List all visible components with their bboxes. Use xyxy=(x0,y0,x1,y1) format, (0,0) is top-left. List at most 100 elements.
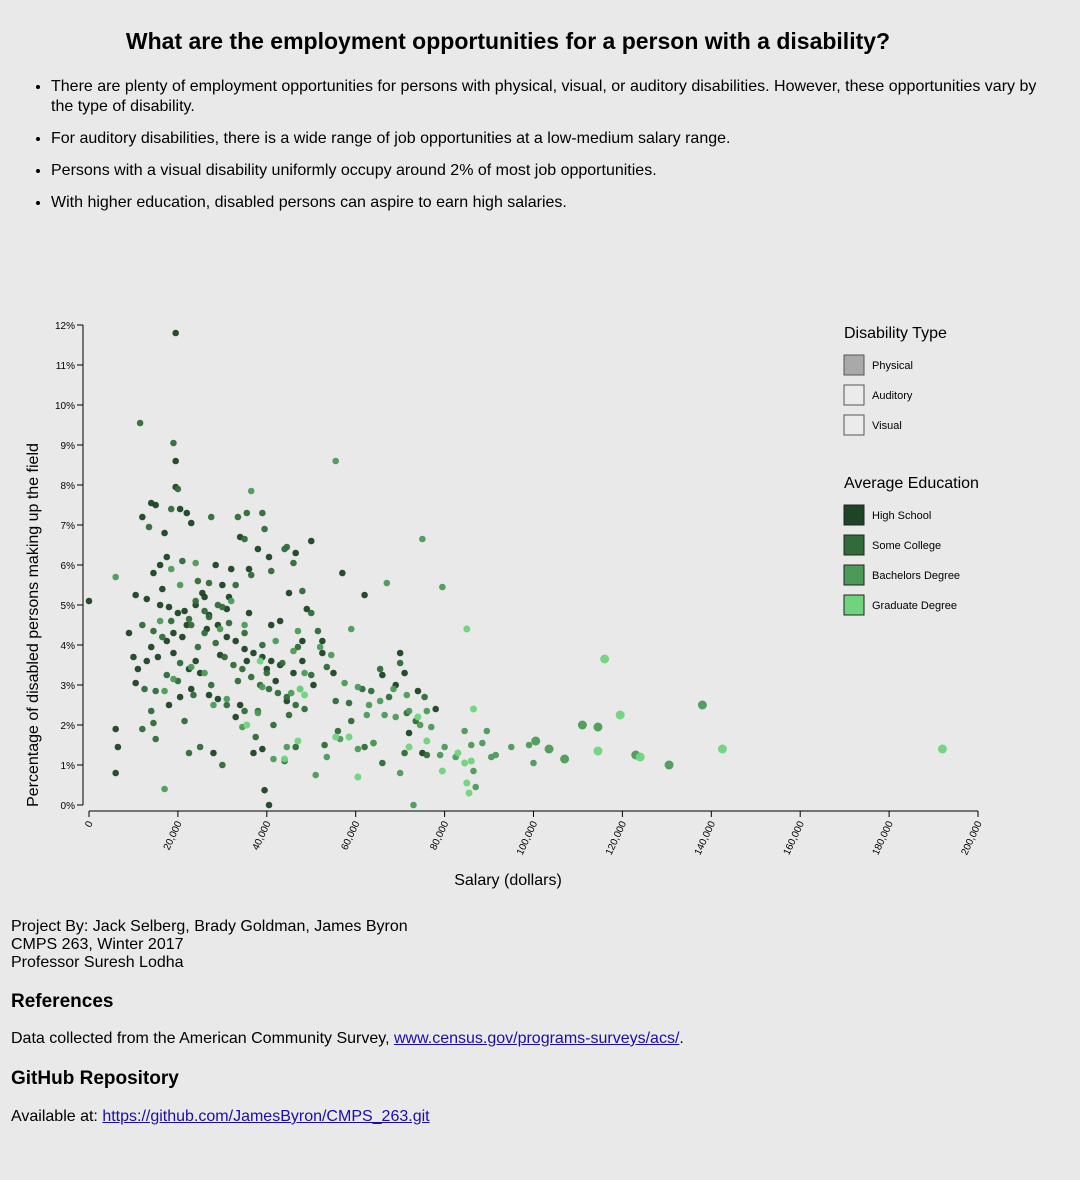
data-point xyxy=(161,687,168,695)
data-point xyxy=(161,529,168,537)
data-point xyxy=(376,697,384,705)
data-point xyxy=(436,751,444,759)
data-point xyxy=(403,691,411,699)
data-point xyxy=(635,752,645,762)
legend-title-education: Average Education xyxy=(844,475,979,492)
x-tick-label: 40,000 xyxy=(251,819,274,852)
data-point xyxy=(301,705,308,713)
github-link[interactable]: https://github.com/JamesByron/CMPS_263.g… xyxy=(102,1108,430,1125)
summary-item: Persons with a visual disability uniform… xyxy=(51,161,1041,181)
data-point xyxy=(279,659,286,667)
data-point xyxy=(152,735,159,743)
legend-label: High School xyxy=(872,510,931,522)
data-point xyxy=(294,737,302,745)
data-point xyxy=(165,603,173,611)
data-point xyxy=(461,727,468,735)
data-point xyxy=(370,739,377,747)
data-point xyxy=(469,705,477,713)
legend-label: Graduate Degree xyxy=(872,600,957,612)
y-tick-label: 12% xyxy=(55,321,75,332)
data-point xyxy=(600,654,610,664)
data-point xyxy=(290,669,297,677)
data-point xyxy=(243,657,251,665)
data-point xyxy=(261,786,268,794)
data-point xyxy=(467,741,475,749)
data-point xyxy=(243,721,251,729)
data-point xyxy=(361,743,368,751)
data-point xyxy=(463,779,471,787)
data-point xyxy=(156,617,164,625)
data-point xyxy=(405,707,413,715)
legend-label: Auditory xyxy=(872,390,913,402)
data-point xyxy=(219,761,226,769)
legend: Disability Type Physical Auditory Visual Ave… xyxy=(843,325,979,616)
data-point xyxy=(593,722,603,732)
data-point xyxy=(283,543,291,551)
data-point xyxy=(263,669,271,677)
census-link[interactable]: www.census.gov/programs-surveys/acs/ xyxy=(393,1030,680,1047)
data-point xyxy=(139,621,146,629)
x-tick-label: 120,000 xyxy=(604,819,629,857)
data-point xyxy=(717,744,727,754)
data-point xyxy=(232,637,239,645)
data-point xyxy=(332,697,339,705)
data-point xyxy=(223,695,231,703)
data-point xyxy=(530,759,537,767)
data-point xyxy=(172,329,179,337)
data-point xyxy=(354,773,362,781)
data-point xyxy=(205,691,213,699)
data-point xyxy=(132,591,139,599)
data-point xyxy=(285,711,293,719)
data-point xyxy=(174,609,182,617)
data-point xyxy=(210,749,217,757)
y-tick-label: 5% xyxy=(61,601,76,612)
data-point xyxy=(141,685,148,693)
data-point xyxy=(247,673,255,681)
data-point xyxy=(201,629,208,637)
data-point xyxy=(232,713,239,721)
data-point xyxy=(250,749,257,757)
data-point xyxy=(296,685,304,693)
data-point xyxy=(421,693,428,701)
data-point xyxy=(234,677,242,685)
y-tick-label: 6% xyxy=(61,561,76,572)
references-text: Data collected from the American Communi… xyxy=(11,1030,684,1048)
data-point xyxy=(312,771,319,779)
data-point xyxy=(132,679,139,687)
data-point xyxy=(167,617,175,625)
data-point xyxy=(245,609,253,617)
credits-authors: Project By: Jack Selberg, Brady Goldman,… xyxy=(11,918,408,935)
data-point xyxy=(265,553,273,561)
data-point xyxy=(152,687,159,695)
data-point xyxy=(245,565,253,573)
data-point xyxy=(470,767,477,775)
data-point xyxy=(410,801,417,809)
data-point xyxy=(147,707,155,715)
data-point xyxy=(201,607,208,615)
data-point xyxy=(219,581,226,589)
data-point xyxy=(170,629,177,637)
data-point xyxy=(265,685,273,693)
data-point xyxy=(664,760,674,770)
data-point xyxy=(241,535,248,543)
y-tick-label: 9% xyxy=(61,441,76,452)
data-point xyxy=(85,597,93,605)
credits-professor: Professor Suresh Lodha xyxy=(11,954,184,971)
x-axis-label: Salary (dollars) xyxy=(454,872,562,889)
data-point xyxy=(179,557,186,565)
data-point xyxy=(114,743,122,751)
data-point xyxy=(176,659,184,667)
data-point xyxy=(365,701,373,709)
data-point xyxy=(274,689,282,697)
data-point xyxy=(423,707,431,715)
data-point xyxy=(241,645,248,653)
legend-swatch-education xyxy=(843,534,865,556)
data-point xyxy=(150,719,157,727)
data-point xyxy=(461,759,469,767)
data-point xyxy=(593,746,603,756)
data-point xyxy=(381,711,388,719)
data-point xyxy=(487,753,495,761)
data-point xyxy=(259,641,266,649)
data-point xyxy=(154,653,162,661)
y-tick-label: 8% xyxy=(61,481,76,492)
